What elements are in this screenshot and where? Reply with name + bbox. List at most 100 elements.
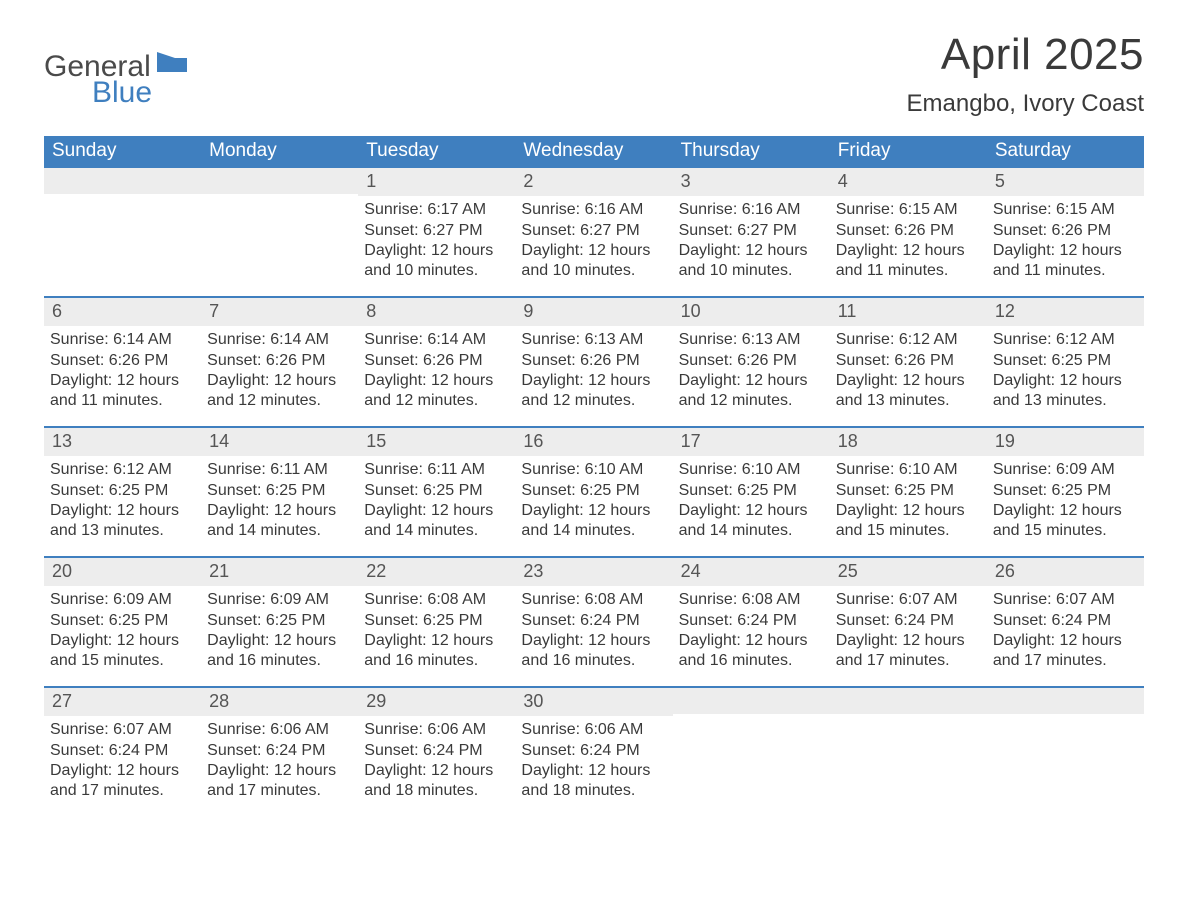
day-info-line: Sunset: 6:25 PM [993,351,1138,371]
day-info-line: and 10 minutes. [679,261,824,281]
day-cell: 9Sunrise: 6:13 AMSunset: 6:26 PMDaylight… [515,298,672,426]
day-cell: 18Sunrise: 6:10 AMSunset: 6:25 PMDayligh… [830,428,987,556]
day-info-line: Sunset: 6:24 PM [50,741,195,761]
day-info-line: Sunset: 6:24 PM [521,741,666,761]
day-info-line: Daylight: 12 hours [207,631,352,651]
day-info-line: Sunset: 6:24 PM [364,741,509,761]
day-number: 5 [987,168,1144,196]
day-info-line: Daylight: 12 hours [679,241,824,261]
day-info-line: Sunset: 6:25 PM [50,611,195,631]
day-info-line: Daylight: 12 hours [364,631,509,651]
day-cell: 2Sunrise: 6:16 AMSunset: 6:27 PMDaylight… [515,168,672,296]
day-info-line: Daylight: 12 hours [836,371,981,391]
day-info-line: and 12 minutes. [207,391,352,411]
day-number: 3 [673,168,830,196]
day-info-line: Daylight: 12 hours [50,501,195,521]
day-number [673,688,830,714]
day-info-line: Daylight: 12 hours [836,631,981,651]
day-info-line: Daylight: 12 hours [679,631,824,651]
day-info-line: Sunset: 6:25 PM [207,481,352,501]
day-info-line: Sunrise: 6:14 AM [50,330,195,350]
day-number: 11 [830,298,987,326]
day-cell: 12Sunrise: 6:12 AMSunset: 6:25 PMDayligh… [987,298,1144,426]
weekday-header: Wednesday [515,136,672,168]
day-info-line: Sunrise: 6:07 AM [50,720,195,740]
day-info-line: Daylight: 12 hours [207,371,352,391]
day-info-line: Daylight: 12 hours [521,241,666,261]
day-cell: 6Sunrise: 6:14 AMSunset: 6:26 PMDaylight… [44,298,201,426]
day-number: 20 [44,558,201,586]
day-info-line: Sunrise: 6:10 AM [836,460,981,480]
day-info-line: Sunrise: 6:07 AM [836,590,981,610]
day-info-line: Sunset: 6:24 PM [207,741,352,761]
day-info-line: Sunrise: 6:15 AM [993,200,1138,220]
day-info-line: and 17 minutes. [50,781,195,801]
day-info-line: Daylight: 12 hours [364,241,509,261]
day-info-line: Sunrise: 6:07 AM [993,590,1138,610]
day-number: 4 [830,168,987,196]
day-cell: 10Sunrise: 6:13 AMSunset: 6:26 PMDayligh… [673,298,830,426]
day-number: 26 [987,558,1144,586]
day-cell: 21Sunrise: 6:09 AMSunset: 6:25 PMDayligh… [201,558,358,686]
day-cell: 24Sunrise: 6:08 AMSunset: 6:24 PMDayligh… [673,558,830,686]
day-info-line: Sunrise: 6:09 AM [993,460,1138,480]
day-number: 16 [515,428,672,456]
day-info-line: Sunrise: 6:16 AM [679,200,824,220]
day-cell: 3 Sunrise: 6:16 AMSunset: 6:27 PMDaylight… [673,168,830,296]
day-info-line: Sunset: 6:27 PM [679,221,824,241]
day-info-line: Daylight: 12 hours [679,501,824,521]
day-info-line: Sunrise: 6:14 AM [364,330,509,350]
day-info-line: and 18 minutes. [364,781,509,801]
weekday-header: Sunday [44,136,201,168]
day-info-line: Sunset: 6:26 PM [364,351,509,371]
day-cell: 30Sunrise: 6:06 AMSunset: 6:24 PMDayligh… [515,688,672,816]
day-number: 25 [830,558,987,586]
logo-flag-icon [157,52,187,77]
day-number: 21 [201,558,358,586]
day-info-line: Sunset: 6:26 PM [521,351,666,371]
day-info-line: Sunrise: 6:16 AM [521,200,666,220]
day-info-line: Daylight: 12 hours [993,631,1138,651]
day-number: 6 [44,298,201,326]
day-info-line: Daylight: 12 hours [50,631,195,651]
day-info-line: Sunset: 6:24 PM [836,611,981,631]
day-cell: 17Sunrise: 6:10 AMSunset: 6:25 PMDayligh… [673,428,830,556]
day-number: 27 [44,688,201,716]
day-info-line: Sunrise: 6:08 AM [679,590,824,610]
day-info-line: and 14 minutes. [207,521,352,541]
day-info-line: and 10 minutes. [521,261,666,281]
day-number: 30 [515,688,672,716]
day-cell [673,688,830,816]
day-info-line: Daylight: 12 hours [364,761,509,781]
day-cell [987,688,1144,816]
day-cell: 15Sunrise: 6:11 AMSunset: 6:25 PMDayligh… [358,428,515,556]
week-row: 27Sunrise: 6:07 AMSunset: 6:24 PMDayligh… [44,686,1144,816]
location-label: Emangbo, Ivory Coast [907,90,1144,118]
day-info-line: Sunrise: 6:12 AM [50,460,195,480]
day-cell: 20Sunrise: 6:09 AMSunset: 6:25 PMDayligh… [44,558,201,686]
day-info-line: Sunset: 6:27 PM [364,221,509,241]
day-cell: 25 Sunrise: 6:07 AMSunset: 6:24 PMDayligh… [830,558,987,686]
day-info-line: and 12 minutes. [679,391,824,411]
day-info-line: Daylight: 12 hours [521,631,666,651]
day-info-line: Sunrise: 6:10 AM [679,460,824,480]
day-cell [44,168,201,296]
day-number: 28 [201,688,358,716]
day-number: 22 [358,558,515,586]
day-info-line: Sunrise: 6:06 AM [364,720,509,740]
weekday-header: Saturday [987,136,1144,168]
day-info-line: and 16 minutes. [364,651,509,671]
day-number: 23 [515,558,672,586]
day-info-line: and 14 minutes. [521,521,666,541]
week-row: 1Sunrise: 6:17 AMSunset: 6:27 PMDaylight… [44,168,1144,296]
day-number: 29 [358,688,515,716]
title-block: April 2025 Emangbo, Ivory Coast [907,30,1144,118]
day-info-line: Daylight: 12 hours [679,371,824,391]
day-cell: 14Sunrise: 6:11 AMSunset: 6:25 PMDayligh… [201,428,358,556]
day-info-line: Daylight: 12 hours [50,371,195,391]
weekday-header: Monday [201,136,358,168]
day-info-line: and 16 minutes. [521,651,666,671]
day-info-line: Sunrise: 6:12 AM [836,330,981,350]
day-info-line: Sunset: 6:26 PM [207,351,352,371]
day-info-line: Sunset: 6:25 PM [364,481,509,501]
